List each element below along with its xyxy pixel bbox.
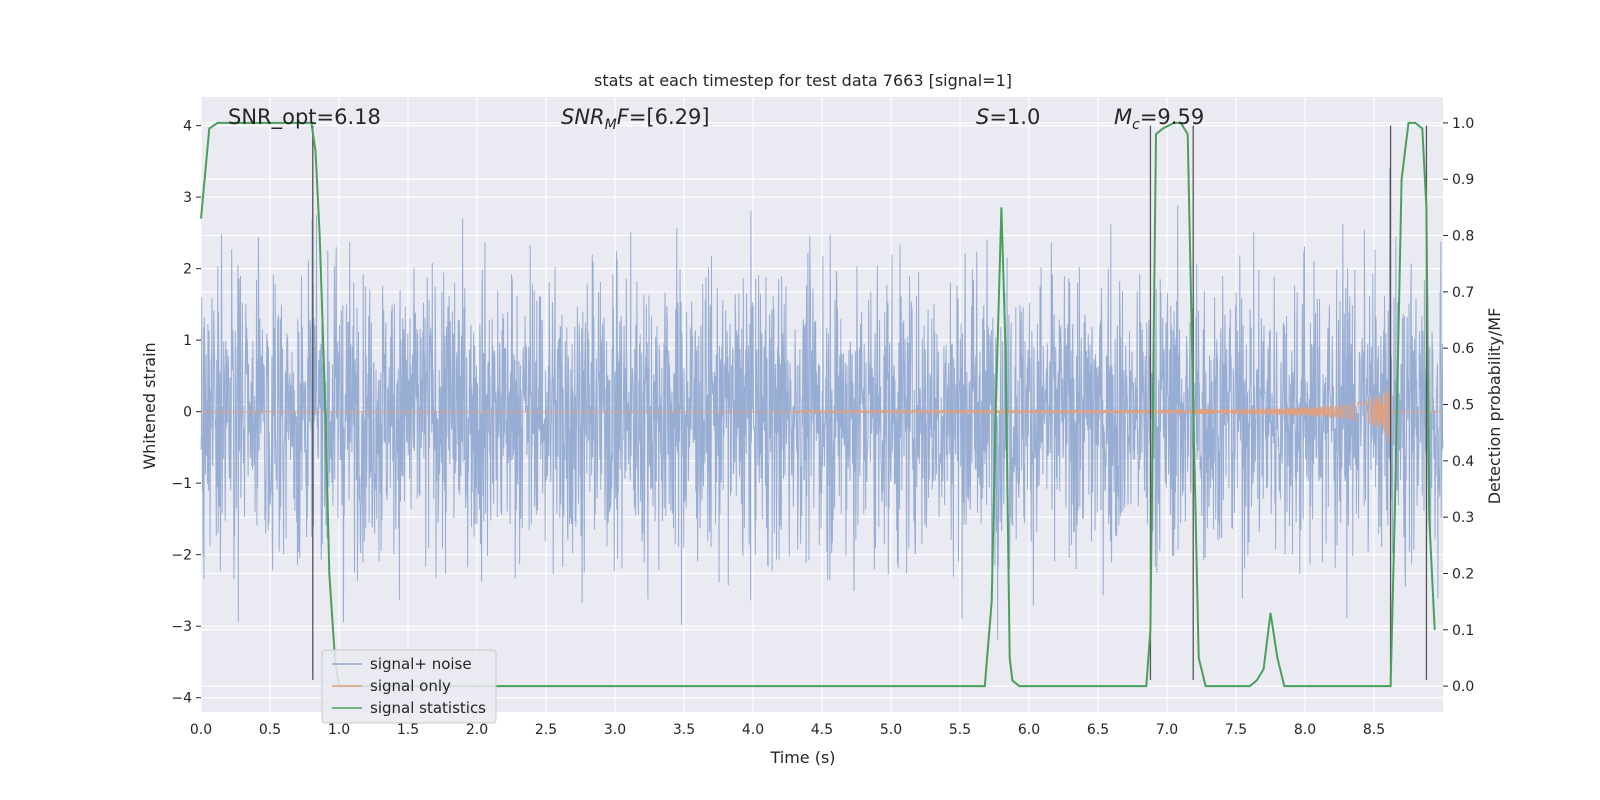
x-tick-label: 5.5 xyxy=(949,722,971,738)
x-tick-label: 3.5 xyxy=(673,722,695,738)
x-axis-ticks: 0.0 0.5 1.0 1.5 2.0 2.5 3.0 3.5 4.0 4.5 5.0 5.5 6.0 6… xyxy=(190,722,1385,738)
y-axis-right-ticks: 0.0 0.1 0.2 0.3 0.4 0.5 0.6 0.7 0.8 0.9 1.0 xyxy=(1443,116,1474,695)
y-tick-label: 1 xyxy=(183,333,192,349)
series-signal-only xyxy=(201,382,1443,444)
y-tick-label: −4 xyxy=(171,691,192,707)
series-signal-noise xyxy=(200,167,1444,640)
y-right-tick-label: 0.7 xyxy=(1452,285,1474,301)
y-right-tick-label: 0.8 xyxy=(1452,229,1474,245)
x-tick-label: 7.0 xyxy=(1156,722,1178,738)
legend-signal-only: signal only xyxy=(370,677,451,695)
y-tick-label: −1 xyxy=(171,476,192,492)
signal-only-line xyxy=(201,382,1443,444)
y-axis-label: Whitened strain xyxy=(140,342,159,469)
y-tick-label: 4 xyxy=(183,119,192,135)
x-tick-label: 0.0 xyxy=(190,722,212,738)
y-right-tick-label: 0.1 xyxy=(1452,623,1474,639)
y-axis-right-label: Detection probability/MF xyxy=(1485,308,1504,505)
y-right-tick-label: 0.0 xyxy=(1452,679,1474,695)
x-tick-label: 6.0 xyxy=(1018,722,1040,738)
annotation-mc: Mc=9.59 xyxy=(1114,105,1204,133)
signal-noise-line xyxy=(200,167,1444,640)
y-right-tick-label: 0.4 xyxy=(1452,454,1474,470)
x-tick-label: 2.5 xyxy=(535,722,557,738)
signal-statistics-line xyxy=(200,121,1436,688)
x-tick-label: 3.0 xyxy=(604,722,626,738)
legend: signal+ noise signal only signal statist… xyxy=(321,649,497,724)
x-tick-label: 8.5 xyxy=(1363,722,1385,738)
y-right-tick-label: 0.5 xyxy=(1452,398,1474,414)
annotation-snr-opt: SNR_opt=6.18 xyxy=(228,105,381,130)
x-tick-label: 1.0 xyxy=(328,722,350,738)
x-tick-label: 4.0 xyxy=(742,722,764,738)
x-tick-label: 5.0 xyxy=(880,722,902,738)
y-right-tick-label: 0.6 xyxy=(1452,341,1474,357)
y-tick-label: 3 xyxy=(183,190,192,206)
y-tick-label: 2 xyxy=(183,262,192,278)
y-right-tick-label: 0.9 xyxy=(1452,172,1474,188)
x-tick-label: 8.0 xyxy=(1294,722,1316,738)
y-tick-label: −3 xyxy=(171,619,192,635)
legend-signal-noise: signal+ noise xyxy=(370,655,472,673)
x-tick-label: 6.5 xyxy=(1087,722,1109,738)
annotation-snr-mf: SNRMF=[6.29] xyxy=(561,105,710,133)
series-signal-statistics xyxy=(200,121,1436,688)
x-tick-label: 2.0 xyxy=(466,722,488,738)
y-right-tick-label: 1.0 xyxy=(1452,116,1474,132)
x-tick-label: 1.5 xyxy=(397,722,419,738)
y-axis-ticks: −4 −3 −2 −1 0 1 2 3 4 xyxy=(171,119,201,707)
annotation-s: S=1.0 xyxy=(976,105,1040,129)
chart-title: stats at each timestep for test data 766… xyxy=(594,71,1012,90)
x-tick-label: 4.5 xyxy=(811,722,833,738)
x-axis-label: Time (s) xyxy=(769,748,835,767)
y-right-tick-label: 0.3 xyxy=(1452,510,1474,526)
legend-signal-statistics: signal statistics xyxy=(370,699,486,717)
y-right-tick-label: 0.2 xyxy=(1452,566,1474,582)
y-tick-label: 0 xyxy=(183,405,192,421)
x-tick-label: 7.5 xyxy=(1225,722,1247,738)
y-tick-label: −2 xyxy=(171,548,192,564)
x-tick-label: 0.5 xyxy=(259,722,281,738)
